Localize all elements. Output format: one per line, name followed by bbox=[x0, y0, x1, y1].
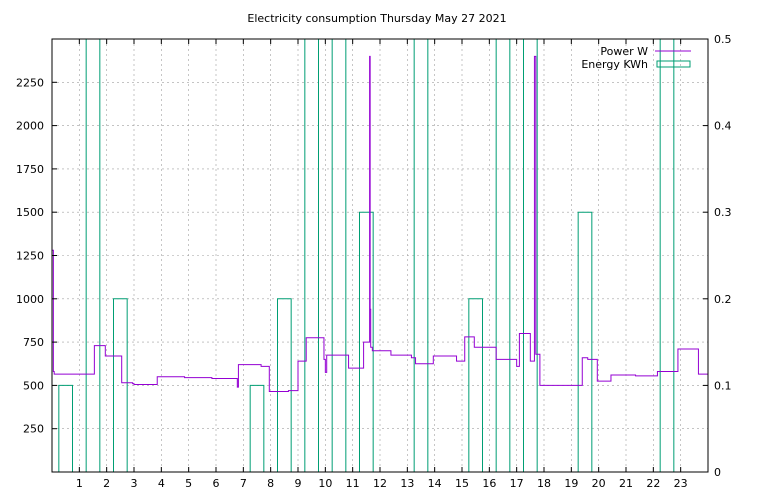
energy-bar bbox=[58, 384, 73, 472]
x-tick-label: 8 bbox=[267, 477, 274, 490]
x-tick-label: 7 bbox=[240, 477, 247, 490]
x-tick-label: 12 bbox=[373, 477, 387, 490]
x-tick-label: 11 bbox=[346, 477, 360, 490]
x-tick-label: 6 bbox=[213, 477, 220, 490]
y-tick-label: 500 bbox=[23, 379, 44, 392]
grid bbox=[52, 39, 708, 472]
legend: Power W Energy KWh bbox=[581, 45, 691, 71]
power-line-layer bbox=[52, 55, 708, 392]
legend-energy-label: Energy KWh bbox=[581, 58, 648, 71]
x-tick-label: 18 bbox=[537, 477, 551, 490]
energy-bar bbox=[359, 211, 374, 472]
energy-bar bbox=[113, 298, 128, 472]
y2-tick-label: 0.4 bbox=[714, 120, 732, 133]
y-tick-label: 2000 bbox=[16, 120, 44, 133]
x-tick-label: 15 bbox=[455, 477, 469, 490]
y2-tick-label: 0.1 bbox=[714, 379, 732, 392]
y2-tick-label: 0.5 bbox=[714, 33, 732, 46]
energy-bar bbox=[523, 38, 538, 472]
x-tick-label: 21 bbox=[619, 477, 633, 490]
energy-bar bbox=[413, 38, 429, 472]
x-tick-label: 3 bbox=[131, 477, 138, 490]
y-tick-label: 250 bbox=[23, 423, 44, 436]
energy-bars bbox=[58, 38, 675, 472]
x-tick-label: 1 bbox=[76, 477, 83, 490]
x-tick-label: 19 bbox=[564, 477, 578, 490]
y-tick-label: 1000 bbox=[16, 293, 44, 306]
energy-bar bbox=[577, 211, 593, 472]
energy-bar bbox=[277, 298, 292, 472]
y2-tick-label: 0.3 bbox=[714, 206, 732, 219]
x-tick-label: 5 bbox=[185, 477, 192, 490]
y-tick-label: 2250 bbox=[16, 76, 44, 89]
x-tick-label: 13 bbox=[400, 477, 414, 490]
y-tick-label: 750 bbox=[23, 336, 44, 349]
x-tick-label: 14 bbox=[428, 477, 442, 490]
x-tick-label: 2 bbox=[103, 477, 110, 490]
y2-tick-label: 0.2 bbox=[714, 293, 732, 306]
x-tick-label: 20 bbox=[592, 477, 606, 490]
x-tick-label: 22 bbox=[646, 477, 660, 490]
x-tick-label: 23 bbox=[674, 477, 688, 490]
legend-energy-swatch bbox=[656, 60, 691, 68]
x-tick-label: 17 bbox=[510, 477, 524, 490]
y-tick-label: 1500 bbox=[16, 206, 44, 219]
chart-title: Electricity consumption Thursday May 27 … bbox=[247, 12, 506, 25]
x-tick-label: 9 bbox=[295, 477, 302, 490]
energy-bar bbox=[468, 298, 483, 472]
axis-ticks: 1 2 3 4 5 6 7 8 9 10 11 12 13 14 15 16 17 18 19 20 21 22 23250… bbox=[16, 33, 732, 490]
energy-bar bbox=[304, 38, 319, 472]
legend-power-label: Power W bbox=[600, 45, 648, 58]
x-tick-label: 4 bbox=[158, 477, 165, 490]
power-line bbox=[52, 55, 708, 392]
x-tick-label: 16 bbox=[482, 477, 496, 490]
x-tick-label: 10 bbox=[318, 477, 332, 490]
y2-tick-label: 0 bbox=[714, 466, 721, 479]
energy-bar bbox=[249, 384, 265, 472]
y-tick-label: 1750 bbox=[16, 163, 44, 176]
y-tick-label: 1250 bbox=[16, 250, 44, 263]
